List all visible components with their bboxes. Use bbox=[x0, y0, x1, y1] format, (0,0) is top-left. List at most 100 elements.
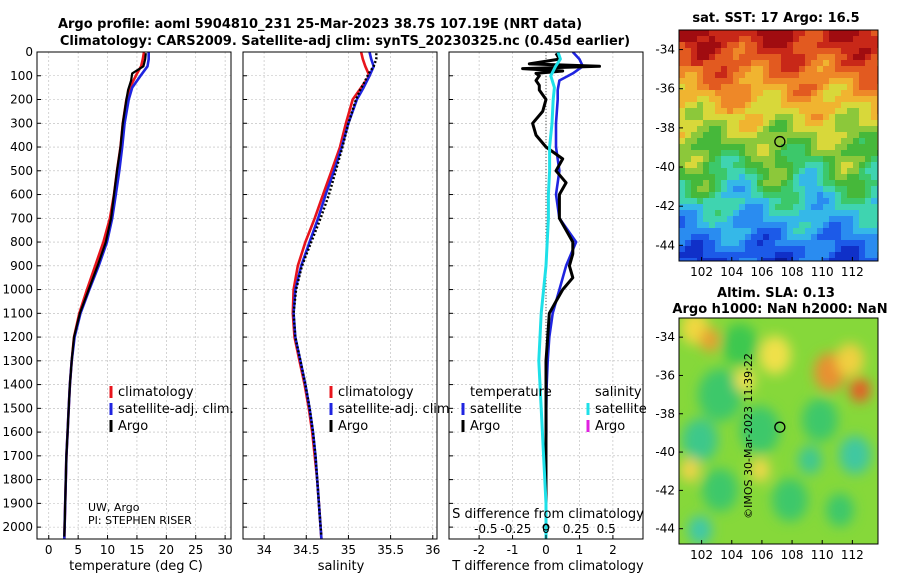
sst-cell bbox=[817, 84, 824, 91]
sst-cell bbox=[697, 138, 704, 145]
sst-cell bbox=[751, 150, 758, 157]
sst-cell bbox=[853, 174, 860, 181]
sst-cell bbox=[679, 60, 686, 67]
sst-cell bbox=[859, 234, 866, 241]
sst-cell bbox=[721, 78, 728, 85]
sst-cell bbox=[775, 150, 782, 157]
sst-cell bbox=[805, 36, 812, 43]
sst-cell bbox=[859, 72, 866, 79]
sst-cell bbox=[745, 126, 752, 133]
sst-cell bbox=[691, 72, 698, 79]
sst-cell bbox=[745, 222, 752, 229]
sst-cell bbox=[775, 240, 782, 247]
sst-cell bbox=[685, 162, 692, 169]
sst-cell bbox=[793, 36, 800, 43]
sst-cell bbox=[793, 258, 800, 261]
sat-sst-xtick-label: 106 bbox=[750, 265, 773, 279]
sst-cell bbox=[679, 96, 686, 103]
sst-cell bbox=[871, 198, 878, 205]
sst-cell bbox=[679, 264, 685, 270]
sla-blob bbox=[735, 368, 755, 392]
depth-tick-label: 700 bbox=[10, 211, 33, 225]
sst-cell bbox=[727, 42, 734, 49]
sst-cell bbox=[847, 174, 854, 181]
sst-cell bbox=[727, 216, 734, 223]
sst-cell bbox=[805, 54, 812, 61]
sst-cell bbox=[751, 198, 758, 205]
sst-cell bbox=[847, 120, 854, 127]
sst-cell bbox=[715, 174, 722, 181]
sst-cell bbox=[691, 42, 698, 49]
sst-cell bbox=[805, 42, 812, 49]
sst-cell bbox=[841, 48, 848, 55]
sst-cell bbox=[745, 60, 752, 67]
sst-cell bbox=[697, 132, 704, 139]
altimetry-sla-ytick-label: -34 bbox=[655, 330, 675, 344]
sst-cell bbox=[727, 150, 734, 157]
depth-tick-labels: 0 100 200 300 400 500 600 700 800 900 1000 1100 1200… bbox=[2, 45, 33, 534]
sst-cell bbox=[847, 234, 854, 241]
sst-cell bbox=[841, 258, 848, 261]
sst-cell bbox=[757, 174, 764, 181]
sst-cell bbox=[709, 36, 716, 43]
sst-cell bbox=[691, 246, 698, 253]
sst-cell bbox=[781, 36, 788, 43]
sst-cell bbox=[871, 174, 878, 181]
sst-cell bbox=[733, 132, 740, 139]
sst-cell bbox=[733, 222, 740, 229]
legend-climatology-label: climatology bbox=[118, 385, 194, 400]
sst-cell bbox=[751, 48, 758, 55]
sst-cell bbox=[805, 186, 812, 193]
difference-xtick-top-label: 0.25 bbox=[563, 522, 590, 536]
sst-cell bbox=[847, 30, 854, 37]
sst-cell bbox=[793, 222, 800, 229]
sst-cell bbox=[697, 96, 704, 103]
sst-cell bbox=[709, 96, 716, 103]
sst-cell bbox=[745, 132, 752, 139]
sst-cell bbox=[715, 234, 722, 241]
sst-cell bbox=[841, 108, 848, 115]
sst-cell bbox=[811, 198, 818, 205]
sst-cell bbox=[805, 72, 812, 79]
sst-cell bbox=[697, 30, 704, 37]
sst-cell bbox=[853, 168, 860, 175]
sst-cell bbox=[739, 126, 746, 133]
sst-cell bbox=[853, 90, 860, 97]
sst-cell bbox=[793, 246, 800, 253]
sst-cell bbox=[853, 42, 860, 49]
sst-cell bbox=[721, 150, 728, 157]
sst-cell bbox=[691, 36, 698, 43]
sst-cell bbox=[841, 126, 848, 133]
sst-cell bbox=[709, 204, 716, 211]
sst-cell bbox=[709, 78, 716, 85]
sst-cell bbox=[739, 240, 746, 247]
sst-cell bbox=[757, 90, 764, 97]
sst-cell bbox=[721, 36, 728, 43]
sst-cell bbox=[679, 216, 686, 223]
sst-cell bbox=[793, 60, 800, 67]
sst-cell bbox=[835, 216, 842, 223]
sst-cell bbox=[829, 36, 836, 43]
sst-cell bbox=[721, 42, 728, 49]
sst-cell bbox=[787, 102, 794, 109]
sst-cell bbox=[787, 78, 794, 85]
sst-cell bbox=[757, 30, 764, 37]
sst-cell bbox=[751, 180, 758, 187]
sst-cell bbox=[835, 174, 842, 181]
sst-cell bbox=[835, 246, 842, 253]
sst-cell bbox=[799, 108, 806, 115]
sst-cell bbox=[787, 36, 794, 43]
sla-blob bbox=[740, 406, 780, 454]
sst-cell bbox=[733, 120, 740, 127]
temperature-legend: climatology satellite-adj. clim. Argo bbox=[109, 385, 234, 434]
sst-cell bbox=[781, 180, 788, 187]
sst-cell bbox=[793, 78, 800, 85]
sst-cell bbox=[703, 78, 710, 85]
sst-cell bbox=[769, 72, 776, 79]
sla-blob bbox=[700, 328, 720, 352]
sst-cell bbox=[709, 54, 716, 61]
sst-cell bbox=[721, 246, 728, 253]
sst-cell bbox=[757, 144, 764, 151]
sst-cell bbox=[679, 102, 686, 109]
sst-cell bbox=[697, 90, 704, 97]
